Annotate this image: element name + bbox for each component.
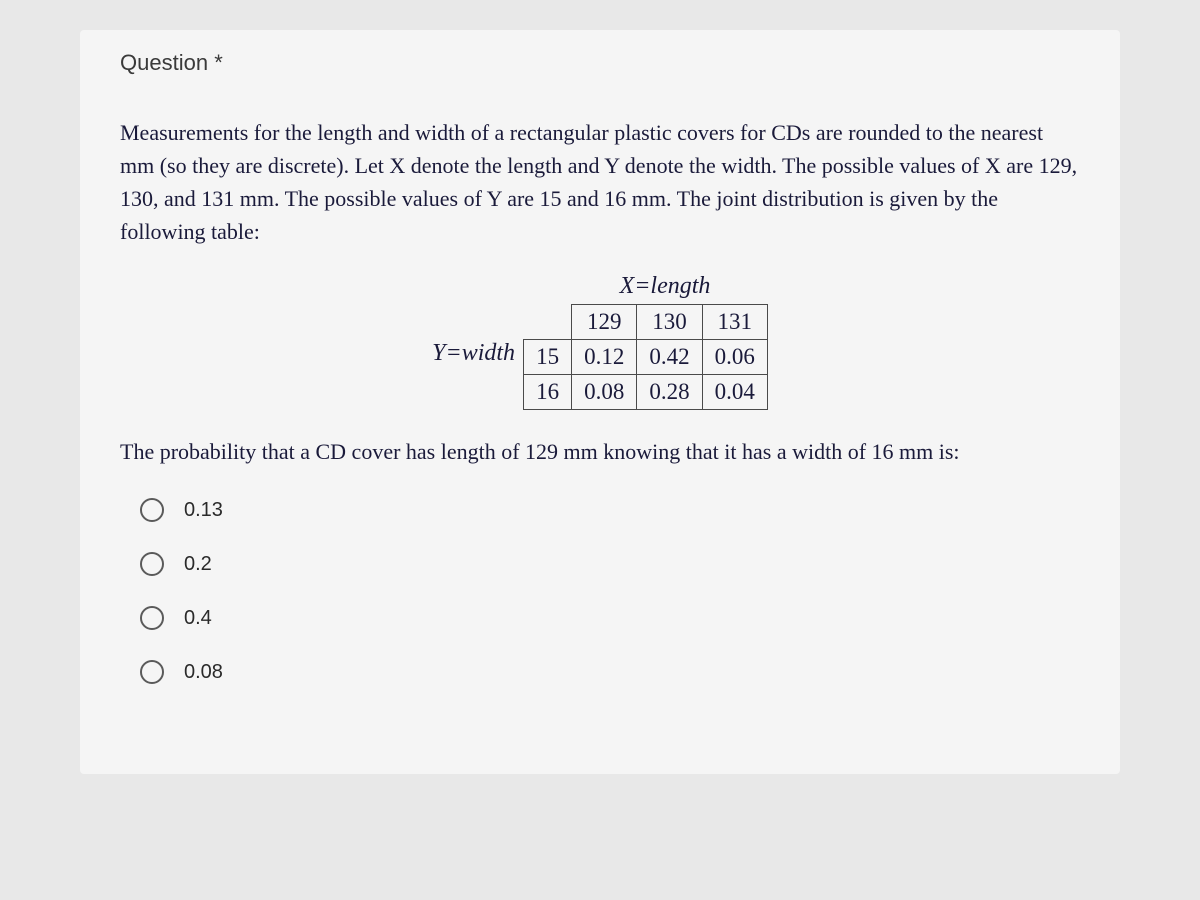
table-row-wrapper: Y=width 129 130 131 15 0.12 0.42 0.06 <box>432 304 768 410</box>
option-label: 0.08 <box>184 661 223 684</box>
table-wrapper: X=length Y=width 129 130 131 15 0.12 0.4… <box>120 273 1080 410</box>
y-axis-label: Y=width <box>432 340 515 367</box>
distribution-table: 129 130 131 15 0.12 0.42 0.06 16 0.08 0.… <box>523 304 768 410</box>
table-header-row: 129 130 131 <box>524 305 768 340</box>
option-label: 0.2 <box>184 553 212 576</box>
option-label: 0.13 <box>184 499 223 522</box>
table-cell: 0.08 <box>572 375 637 410</box>
table-cell: 0.04 <box>702 375 767 410</box>
radio-icon <box>140 498 164 522</box>
question-container: Question * Measurements for the length a… <box>80 30 1120 774</box>
table-cell: 0.12 <box>572 340 637 375</box>
question-title: Question <box>120 50 208 75</box>
options-list: 0.13 0.2 0.4 0.08 <box>120 498 1080 684</box>
radio-icon <box>140 606 164 630</box>
question-followup-text: The probability that a CD cover has leng… <box>120 435 1080 468</box>
option-item-0[interactable]: 0.13 <box>140 498 1080 522</box>
table-cell: 0.42 <box>637 340 702 375</box>
option-item-3[interactable]: 0.08 <box>140 660 1080 684</box>
col-header: 129 <box>572 305 637 340</box>
required-marker: * <box>214 50 223 75</box>
row-header: 16 <box>524 375 572 410</box>
option-label: 0.4 <box>184 607 212 630</box>
x-axis-label: X=length <box>620 273 711 300</box>
col-header: 131 <box>702 305 767 340</box>
table-cell: 0.28 <box>637 375 702 410</box>
radio-icon <box>140 660 164 684</box>
question-header: Question * <box>120 50 1080 76</box>
option-item-1[interactable]: 0.2 <box>140 552 1080 576</box>
radio-icon <box>140 552 164 576</box>
table-layout: X=length Y=width 129 130 131 15 0.12 0.4… <box>432 273 768 410</box>
table-cell: 0.06 <box>702 340 767 375</box>
option-item-2[interactable]: 0.4 <box>140 606 1080 630</box>
question-intro-text: Measurements for the length and width of… <box>120 116 1080 248</box>
empty-corner-cell <box>524 305 572 340</box>
row-header: 15 <box>524 340 572 375</box>
table-row: 15 0.12 0.42 0.06 <box>524 340 768 375</box>
table-row: 16 0.08 0.28 0.04 <box>524 375 768 410</box>
col-header: 130 <box>637 305 702 340</box>
